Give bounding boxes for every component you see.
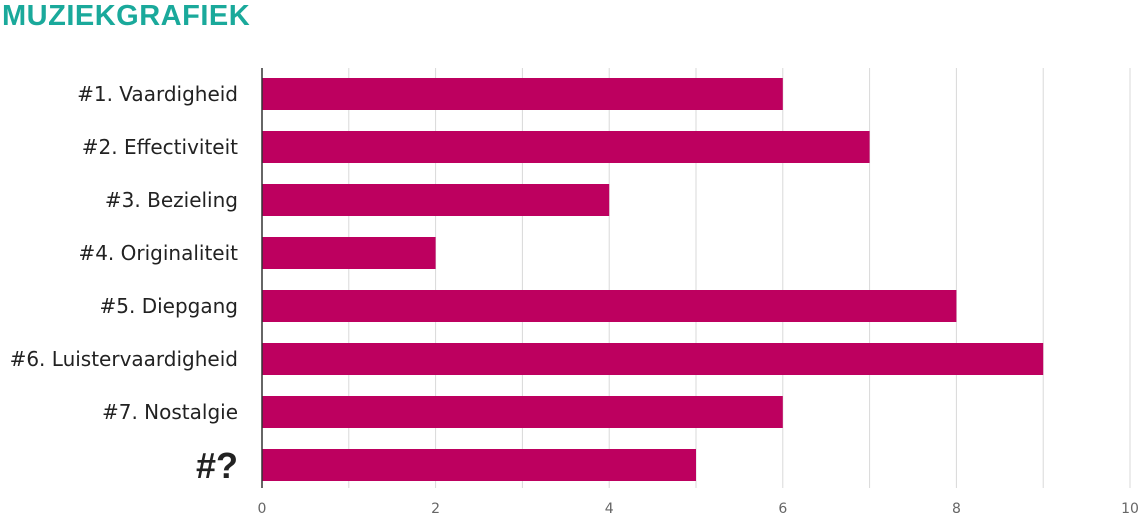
bar-1: [262, 78, 783, 110]
x-tick-label: 0: [258, 501, 267, 517]
x-tick-label: 4: [605, 501, 614, 517]
x-tick-label: 10: [1121, 501, 1139, 517]
x-tick-label: 2: [431, 501, 440, 517]
bar-4: [262, 237, 436, 269]
category-label: #4. Originaliteit: [78, 241, 238, 265]
category-label: #3. Bezieling: [105, 188, 238, 212]
x-tick-labels: 0 2 4 6 8 10: [258, 501, 1139, 517]
chart-title: MUZIEKGRAFIEK: [2, 0, 251, 32]
category-label: #7. Nostalgie: [102, 400, 238, 424]
bar-5: [262, 290, 957, 322]
category-labels: #1. Vaardigheid #2. Effectiviteit #3. Bezi…: [10, 82, 239, 486]
bar-2: [262, 131, 870, 163]
category-label: #?: [196, 445, 238, 486]
category-label: #5. Diepgang: [100, 294, 238, 318]
category-label: #2. Effectiviteit: [82, 135, 238, 159]
bar-6: [262, 343, 1044, 375]
x-tick-label: 8: [952, 501, 961, 517]
bar-8: [262, 449, 696, 481]
x-tick-label: 6: [778, 501, 787, 517]
category-label: #6. Luistervaardigheid: [10, 347, 238, 371]
bar-7: [262, 396, 783, 428]
bar-3: [262, 184, 610, 216]
category-label: #1. Vaardigheid: [77, 82, 238, 106]
bars: [262, 78, 1044, 481]
